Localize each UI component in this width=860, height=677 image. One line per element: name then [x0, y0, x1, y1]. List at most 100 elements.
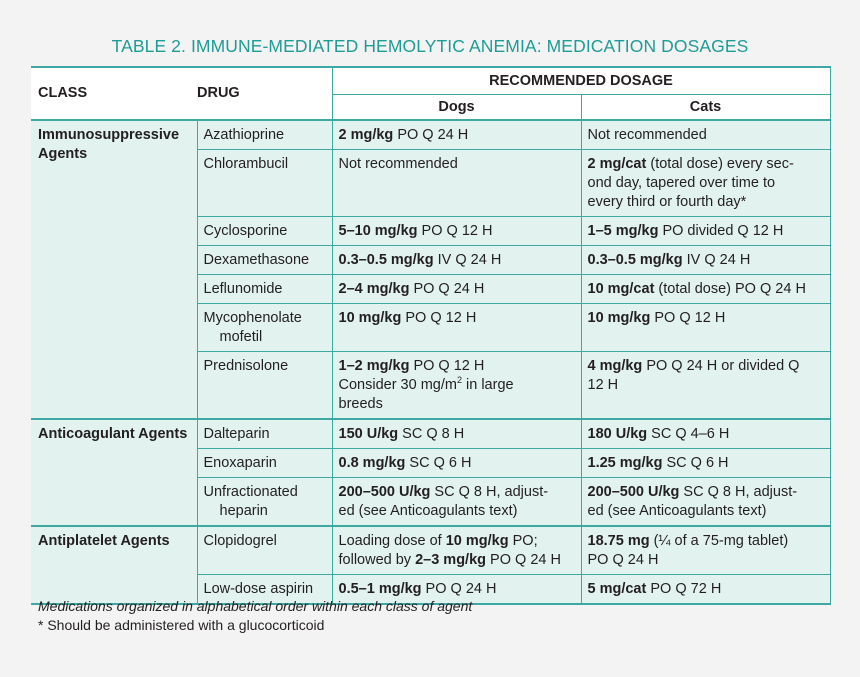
cats-dosage-cell: 18.75 mg (¼ of a 75-mg tablet) PO Q 24 H: [580, 526, 831, 575]
class-cell: Immunosuppressive Agents: [31, 120, 197, 420]
dose-text: (¼ of a 75-mg tablet): [649, 533, 789, 549]
dose-text: PO Q 12 H: [409, 358, 485, 374]
dogs-dosage-cell: 1–2 mg/kg PO Q 12 H Consider 30 mg/m2 in …: [331, 351, 582, 420]
dose-text: SC Q 8 H: [398, 426, 465, 442]
cats-dosage-cell: 10 mg/kg PO Q 12 H: [580, 303, 831, 352]
dose-value: 150 U/kg: [338, 426, 399, 442]
drug-cell: Dexamethasone: [196, 245, 332, 275]
dogs-dosage-cell: 2–4 mg/kg PO Q 24 H: [331, 274, 582, 304]
dose-value: 1.25 mg/kg: [587, 455, 663, 471]
table-title: TABLE 2. IMMUNE-MEDIATED HEMOLYTIC ANEMI…: [111, 36, 749, 56]
drug-name: Prednisolone: [203, 358, 289, 374]
header-recommended-dosage: RECOMMENDED DOSAGE: [331, 66, 831, 95]
drug-cell: Chlorambucil: [196, 149, 332, 217]
drug-name: Dalteparin: [203, 426, 270, 442]
dose-text: Loading dose of: [338, 533, 446, 549]
dose-text: Not recommended: [587, 127, 707, 143]
header-class: CLASS: [31, 66, 197, 121]
dose-text: PO divided Q 12 H: [658, 223, 784, 239]
drug-name: Cyclosporine: [203, 223, 288, 239]
drug-cell: Clopidogrel: [196, 526, 332, 575]
dose-text: PO Q 12 H: [401, 310, 477, 326]
dogs-dosage-cell: 10 mg/kg PO Q 12 H: [331, 303, 582, 352]
cats-dosage-cell: 200–500 U/kg SC Q 8 H, adjust-ed (see An…: [580, 477, 831, 527]
table-body: Immunosuppressive Agents Azathioprine 2 mg…: [31, 120, 831, 605]
drug-name: Low-dose aspirin: [203, 581, 314, 597]
table-row: Prednisolone 1–2 mg/kg PO Q 12 H Consider …: [31, 351, 831, 420]
dose-text: PO Q 12 H: [417, 223, 493, 239]
class-cell: Antiplatelet Agents: [31, 526, 197, 605]
dose-value: 10 mg/kg: [445, 533, 509, 549]
table-row: Immunosuppressive Agents Azathioprine 2 mg…: [31, 120, 831, 420]
cats-dosage-cell: 1.25 mg/kg SC Q 6 H: [580, 448, 831, 478]
dose-value: 0.5–1 mg/kg: [338, 581, 422, 597]
drug-name: Dexamethasone: [203, 252, 310, 268]
header-cats: Cats: [580, 94, 831, 121]
dose-value: 0.3–0.5 mg/kg: [338, 252, 434, 268]
drug-name: Chlorambucil: [203, 156, 289, 172]
dose-value: 0.8 mg/kg: [338, 455, 406, 471]
drug-name: Leflunomide: [203, 281, 283, 297]
dose-text: PO Q 24 H: [587, 552, 659, 568]
dose-value: 4 mg/kg: [587, 358, 643, 374]
dose-text: 12 H: [587, 377, 619, 393]
footnote-order: Medications organized in alphabetical or…: [38, 598, 473, 614]
dose-text: ed (see Anticoagulants text): [338, 503, 518, 519]
footnote-glucocorticoid: * Should be administered with a glucocor…: [38, 617, 325, 633]
table-row: Dexamethasone 0.3–0.5 mg/kg IV Q 24 H 0.3–…: [31, 245, 831, 275]
dose-value: 2 mg/kg: [338, 127, 394, 143]
dose-text: SC Q 6 H: [662, 455, 729, 471]
dogs-dosage-cell: Not recommended: [331, 149, 582, 217]
dose-value: 180 U/kg: [587, 426, 648, 442]
class-cell: Anticoagulant Agents: [31, 419, 197, 527]
dose-text: PO;: [508, 533, 538, 549]
drug-name: mofetil: [219, 329, 263, 345]
dose-text: in large: [461, 377, 514, 393]
dose-text: PO Q 12 H: [650, 310, 726, 326]
dose-value: 5–10 mg/kg: [338, 223, 418, 239]
dogs-dosage-cell: 200–500 U/kg SC Q 8 H, adjust-ed (see An…: [331, 477, 582, 527]
dose-text: PO Q 24 H: [486, 552, 561, 568]
dose-value: 2–3 mg/kg: [415, 552, 486, 568]
dose-text: every third or fourth day*: [587, 194, 747, 210]
drug-cell: Prednisolone: [196, 351, 332, 420]
dose-text: IV Q 24 H: [682, 252, 751, 268]
dose-text: PO Q 24 H: [409, 281, 485, 297]
dogs-dosage-cell: 2 mg/kg PO Q 24 H: [331, 120, 582, 150]
cats-dosage-cell: 2 mg/cat (total dose) every sec-ond day,…: [580, 149, 831, 217]
dose-text: breeds: [338, 396, 383, 412]
dose-text: PO Q 24 H or divided Q: [642, 358, 800, 374]
dose-value: 2–4 mg/kg: [338, 281, 410, 297]
dose-text: Consider 30 mg/m: [338, 377, 457, 393]
dogs-dosage-cell: 0.5–1 mg/kg PO Q 24 H: [331, 574, 582, 605]
header-drug: DRUG: [197, 66, 332, 121]
dose-value: 200–500 U/kg: [587, 484, 680, 500]
drug-cell: Cyclosporine: [196, 216, 332, 246]
drug-name: Unfractionated: [203, 484, 298, 500]
dogs-dosage-cell: 0.3–0.5 mg/kg IV Q 24 H: [331, 245, 582, 275]
drug-cell: Low-dose aspirin: [196, 574, 332, 605]
drug-cell: Unfractionated heparin: [196, 477, 332, 527]
drug-cell: Enoxaparin: [196, 448, 332, 478]
dogs-dosage-cell: 5–10 mg/kg PO Q 12 H: [331, 216, 582, 246]
dogs-dosage-cell: Loading dose of 10 mg/kg PO; followed by …: [331, 526, 582, 575]
dose-text: PO Q 24 H: [421, 581, 497, 597]
table-row: Cyclosporine 5–10 mg/kg PO Q 12 H 1–5 mg/k…: [31, 216, 831, 246]
dose-value: 18.75 mg: [587, 533, 650, 549]
dogs-dosage-cell: 0.8 mg/kg SC Q 6 H: [331, 448, 582, 478]
dose-value: 200–500 U/kg: [338, 484, 431, 500]
drug-name: heparin: [219, 503, 268, 519]
dose-text: (total dose) PO Q 24 H: [654, 281, 806, 297]
cats-dosage-cell: 1–5 mg/kg PO divided Q 12 H: [580, 216, 831, 246]
dose-text: SC Q 4–6 H: [647, 426, 730, 442]
dose-value: 2 mg/cat: [587, 156, 647, 172]
table-row: Anticoagulant Agents Dalteparin 150 U/kg S…: [31, 419, 831, 527]
dose-value: 1–2 mg/kg: [338, 358, 410, 374]
table-row: Antiplatelet Agents Clopidogrel Loading do…: [31, 526, 831, 605]
table-row: Mycophenolate mofetil 10 mg/kg PO Q 12 H 10…: [31, 303, 831, 352]
dose-text: ond day, tapered over time to: [587, 175, 776, 191]
header-dogs: Dogs: [331, 94, 582, 121]
drug-name: Azathioprine: [203, 127, 285, 143]
dose-text: SC Q 8 H, adjust-: [430, 484, 549, 500]
